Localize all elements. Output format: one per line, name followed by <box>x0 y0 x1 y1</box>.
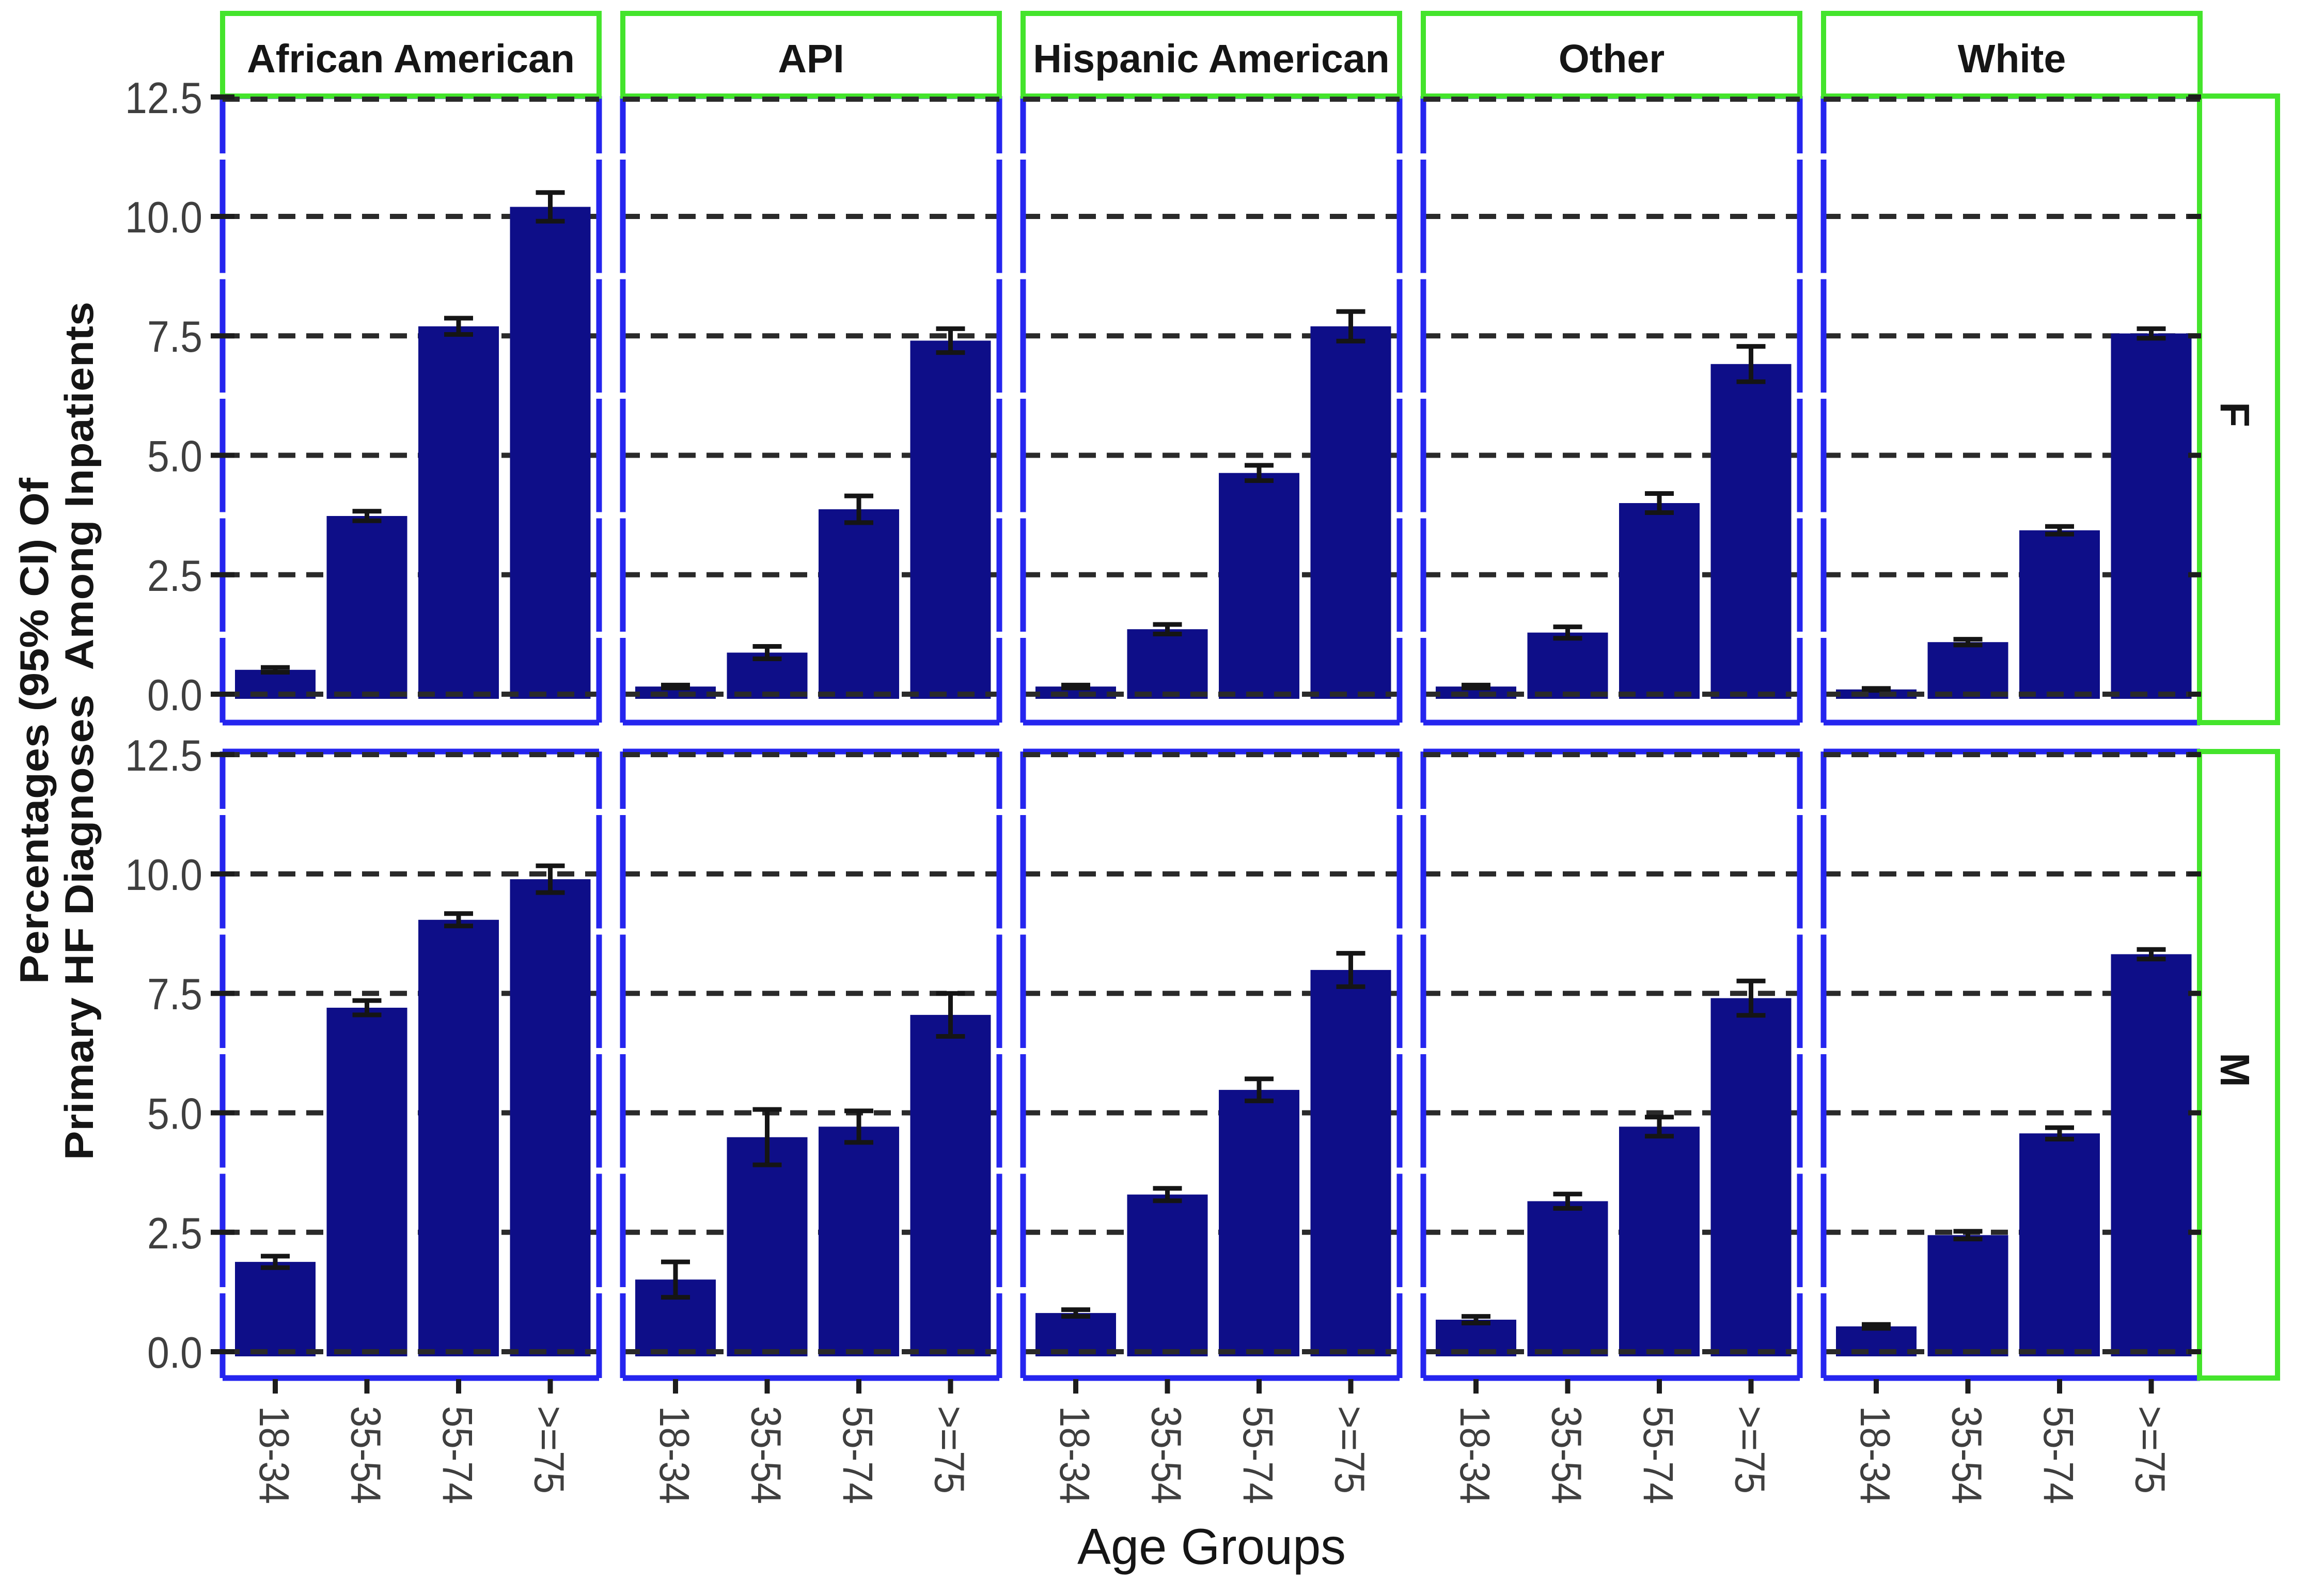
svg-text:55-74: 55-74 <box>2035 1406 2082 1504</box>
svg-text:35-54: 35-54 <box>1943 1406 1990 1504</box>
svg-text:Primary HF Diagnoses Among In: Primary HF Diagnoses Among Inpatients <box>56 302 102 1160</box>
svg-text:White: White <box>1958 37 2066 81</box>
svg-text:>=75: >=75 <box>1726 1406 1773 1494</box>
svg-text:>=75: >=75 <box>1326 1406 1373 1494</box>
svg-text:12.5: 12.5 <box>125 74 202 123</box>
svg-text:>=75: >=75 <box>926 1406 973 1494</box>
svg-text:18-34: 18-34 <box>651 1406 698 1504</box>
svg-text:>=75: >=75 <box>2127 1406 2174 1494</box>
svg-text:Hispanic American: Hispanic American <box>1033 37 1389 81</box>
svg-text:18-34: 18-34 <box>1451 1406 1498 1504</box>
svg-text:35-54: 35-54 <box>1143 1406 1190 1504</box>
svg-text:35-54: 35-54 <box>342 1406 389 1504</box>
svg-text:10.0: 10.0 <box>125 193 202 242</box>
svg-text:5.0: 5.0 <box>147 432 202 481</box>
svg-text:55-74: 55-74 <box>1635 1406 1682 1504</box>
svg-text:Percentages (95% CI) Of: Percentages (95% CI) Of <box>11 477 57 984</box>
svg-text:7.5: 7.5 <box>147 312 202 362</box>
svg-text:2.5: 2.5 <box>147 552 202 601</box>
svg-text:18-34: 18-34 <box>1851 1406 1898 1504</box>
svg-text:35-54: 35-54 <box>1543 1406 1590 1504</box>
svg-text:7.5: 7.5 <box>147 970 202 1019</box>
svg-text:18-34: 18-34 <box>250 1406 297 1504</box>
svg-text:35-54: 35-54 <box>743 1406 790 1504</box>
svg-text:Other: Other <box>1559 37 1665 81</box>
svg-text:M: M <box>2212 1053 2258 1087</box>
svg-text:5.0: 5.0 <box>147 1090 202 1139</box>
svg-text:55-74: 55-74 <box>1234 1406 1281 1504</box>
svg-text:55-74: 55-74 <box>834 1406 881 1504</box>
svg-text:0.0: 0.0 <box>147 671 202 720</box>
svg-text:API: API <box>778 37 844 81</box>
svg-text:>=75: >=75 <box>526 1406 573 1494</box>
svg-text:10.0: 10.0 <box>125 851 202 900</box>
svg-text:African American: African American <box>247 37 575 81</box>
svg-text:0.0: 0.0 <box>147 1328 202 1378</box>
svg-text:55-74: 55-74 <box>434 1406 481 1504</box>
svg-text:Age Groups: Age Groups <box>1077 1518 1346 1575</box>
svg-text:F: F <box>2212 402 2258 427</box>
svg-text:18-34: 18-34 <box>1051 1406 1098 1504</box>
svg-text:2.5: 2.5 <box>147 1209 202 1258</box>
svg-text:12.5: 12.5 <box>125 731 202 780</box>
